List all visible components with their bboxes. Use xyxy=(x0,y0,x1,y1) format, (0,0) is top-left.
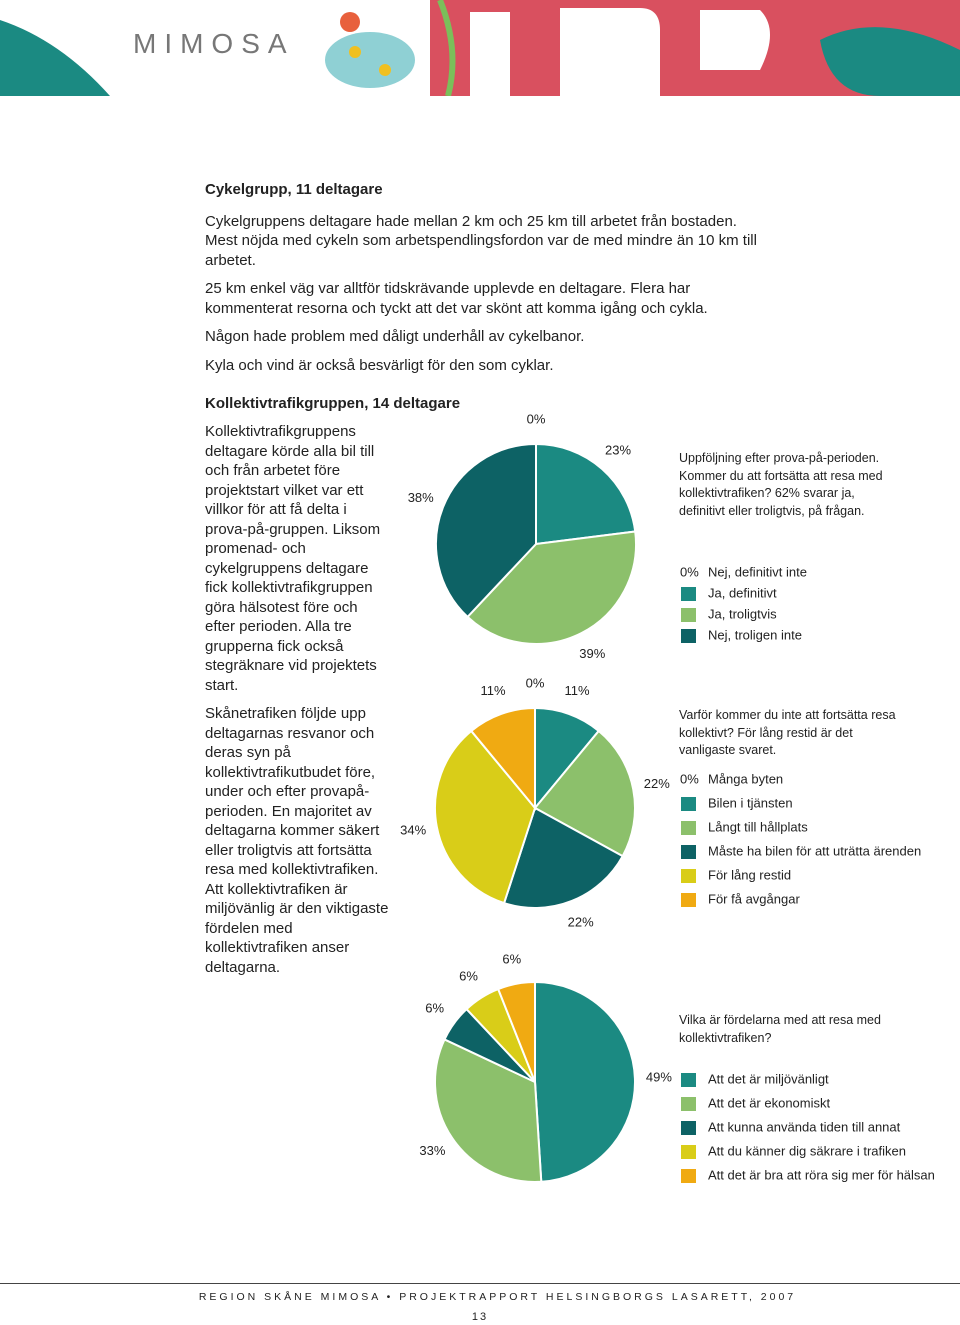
legend-label: Nej, troligen inte xyxy=(708,627,802,642)
page-number: 13 xyxy=(471,1311,489,1323)
legend-label: För få avgångar xyxy=(708,891,800,906)
legend-label: Nej, definitivt inte xyxy=(708,564,807,579)
slice-label: 0% xyxy=(527,411,546,426)
legend-label: Bilen i tjänsten xyxy=(708,795,793,810)
legend-label: Ja, troligtvis xyxy=(708,606,777,621)
charts: 0% 0% Nej, definitivt inte 23% Ja, definitiv… xyxy=(400,411,935,1183)
legend-swatch xyxy=(681,869,696,883)
pie-slice xyxy=(435,442,537,619)
slice-label: 6% xyxy=(425,1001,444,1016)
legend-label: Långt till hållplats xyxy=(708,819,808,834)
legend-swatch xyxy=(681,1169,696,1183)
pie-slice xyxy=(535,442,637,546)
legend-label: Många byten xyxy=(708,771,783,786)
legend-swatch xyxy=(681,629,696,643)
paragraph: Cykelgruppens deltagare hade mellan 2 km… xyxy=(205,212,757,269)
section-kollektiv: Kollektivtrafikgruppens deltagare körde … xyxy=(205,422,390,986)
legend-swatch xyxy=(681,893,696,907)
legend-label: Att det är bra att röra sig mer för häls… xyxy=(708,1167,935,1182)
slice-label: 34% xyxy=(400,823,426,838)
pie-slice xyxy=(496,980,536,1083)
legend-label: För lång restid xyxy=(708,867,791,882)
section-title: Cykelgrupp, 11 deltagare xyxy=(205,181,383,198)
header-banner xyxy=(0,0,960,96)
logo: MIMOSA xyxy=(133,28,295,59)
slice-label: 11% xyxy=(564,683,589,698)
slice-label: 39% xyxy=(579,646,605,661)
chart-caption: Uppföljning efter prova-på-perioden. Kom… xyxy=(679,451,883,518)
slice-label: 22% xyxy=(644,776,670,791)
pie-slice xyxy=(534,980,636,1183)
legend-swatch xyxy=(681,821,696,835)
pie-slice xyxy=(469,706,536,811)
footer-text: REGION SKÅNE MIMOSA • PROJEKTRAPPORT HEL… xyxy=(198,1291,797,1303)
paragraph: Skånetrafiken följde upp deltagarnas res… xyxy=(205,705,389,976)
pie-slice xyxy=(434,1038,543,1183)
legend-label: Måste ha bilen för att uträtta ärenden xyxy=(708,843,921,858)
pie-slice xyxy=(466,530,637,645)
slice-label: 0% xyxy=(526,675,545,690)
pie-slice xyxy=(502,806,624,909)
chart-caption: Vilka är fördelarna med att resa med kol… xyxy=(679,1013,881,1045)
legend-value: 0% xyxy=(680,564,699,579)
legend-label: Att du känner dig säkrare i trafiken xyxy=(708,1143,906,1158)
slice-label: 49% xyxy=(646,1070,672,1085)
legend-label: Att kunna använda tiden till annat xyxy=(708,1119,901,1134)
chart-caption: Varför kommer du inte att fortsätta resa… xyxy=(679,708,896,757)
paragraph: Någon hade problem med dåligt underhåll … xyxy=(205,328,585,345)
slice-label: 33% xyxy=(419,1143,445,1158)
legend-swatch xyxy=(681,1121,696,1135)
legend-value: 0% xyxy=(680,771,699,786)
legend-swatch xyxy=(681,587,696,601)
section-cykel: Cykelgrupp, 11 deltagare Cykelgruppens d… xyxy=(205,180,765,384)
legend-swatch xyxy=(681,1145,696,1159)
slice-label: 23% xyxy=(605,442,631,457)
slice-label: 38% xyxy=(408,490,434,505)
paragraph: Kollektivtrafikgruppens deltagare körde … xyxy=(205,423,381,694)
paragraph: Kyla och vind är också besvärligt för de… xyxy=(205,356,554,374)
legend-label: Ja, definitivt xyxy=(708,585,777,600)
slice-label: 22% xyxy=(568,915,594,930)
section-title: Kollektivtrafikgruppen, 14 deltagare xyxy=(205,395,461,412)
footer-rule xyxy=(0,1283,960,1284)
pie-slice xyxy=(533,729,636,858)
legend-swatch xyxy=(681,1097,696,1111)
legend-swatch xyxy=(681,845,696,859)
legend-label: Att det är miljövänligt xyxy=(708,1071,829,1086)
legend-swatch xyxy=(681,1073,696,1087)
slice-label: 6% xyxy=(459,969,478,984)
slice-label: 6% xyxy=(502,952,521,967)
pie-slice xyxy=(534,706,601,811)
legend-swatch xyxy=(681,797,696,811)
legend-label: Att det är ekonomiskt xyxy=(708,1095,830,1110)
legend-swatch xyxy=(681,608,696,622)
pie-slice xyxy=(434,729,537,905)
slice-label: 11% xyxy=(480,683,505,698)
paragraph: 25 km enkel väg var alltför tidskrävande… xyxy=(205,280,708,317)
